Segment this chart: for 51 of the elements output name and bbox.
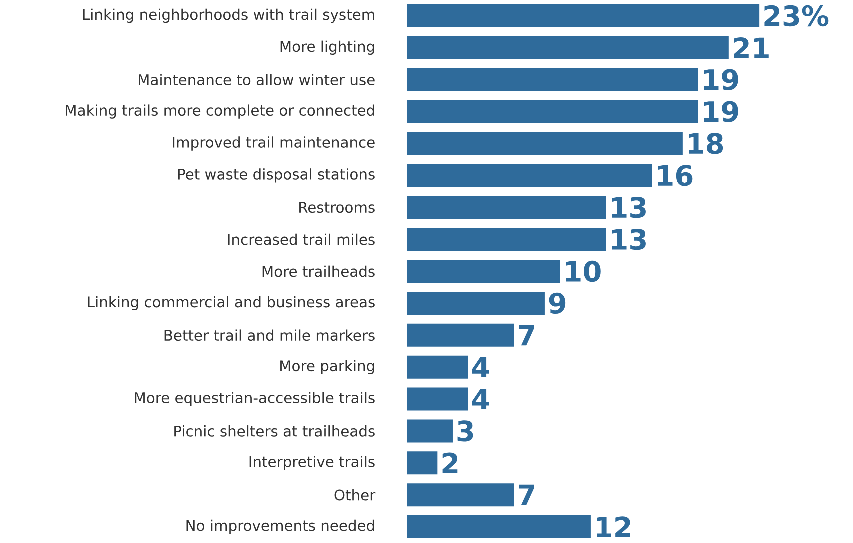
data-label: 10 (566, 260, 601, 282)
y-tick-label: Maintenance to allow winter use (139, 74, 375, 86)
y-tick-label: Pet waste disposal stations (178, 168, 375, 183)
y-tick-label: More trailheads (262, 266, 375, 278)
bar (407, 100, 698, 124)
bar (407, 196, 606, 220)
bar (407, 228, 606, 252)
data-label: 2 (442, 452, 458, 474)
data-label: 3 (458, 420, 474, 442)
data-label: 7 (519, 325, 534, 346)
bar (407, 388, 468, 411)
bar (407, 68, 698, 92)
y-tick-label: Interpretive trails (250, 456, 375, 470)
bar (407, 516, 591, 539)
y-tick-label: Linking commercial and business areas (88, 296, 375, 311)
data-label: 18 (689, 133, 724, 154)
y-tick-label: Making trails more complete or connected (66, 104, 374, 119)
data-label: 23% (764, 5, 829, 27)
y-tick-label: Picnic shelters at trailheads (174, 426, 375, 437)
y-tick-label: Restrooms (300, 202, 375, 214)
y-tick-label: More parking (280, 360, 374, 374)
data-label: 12 (597, 516, 630, 538)
data-label: 7 (519, 484, 534, 506)
y-tick-label: Improved trail maintenance (173, 136, 375, 151)
bar (407, 132, 683, 156)
bar (407, 36, 729, 60)
bar (407, 420, 453, 443)
data-label: 19 (704, 101, 738, 122)
bar (407, 452, 438, 475)
y-tick-label: More equestrian-accessible trails (135, 392, 375, 406)
y-tick-label: Other (334, 489, 376, 501)
bar (407, 324, 514, 347)
y-tick-label: Linking neighborhoods with trail system (83, 8, 374, 24)
bar (407, 164, 652, 188)
data-label: 9 (549, 292, 566, 314)
y-tick-label: Better trail and mile markers (164, 330, 375, 342)
bar (407, 484, 514, 507)
y-tick-label: Increased trail miles (228, 234, 375, 246)
data-label: 4 (472, 389, 490, 410)
y-tick-label: No improvements needed (186, 520, 374, 534)
bar (407, 356, 468, 379)
data-label: 16 (658, 165, 693, 186)
data-label: 4 (472, 357, 490, 378)
bar (407, 292, 545, 315)
data-label: 13 (612, 197, 646, 218)
data-label: 21 (734, 38, 769, 58)
data-label: 13 (612, 228, 646, 250)
bar (407, 4, 760, 28)
bar (407, 260, 560, 284)
data-label: 19 (704, 69, 738, 90)
y-tick-label: More lighting (280, 40, 374, 56)
